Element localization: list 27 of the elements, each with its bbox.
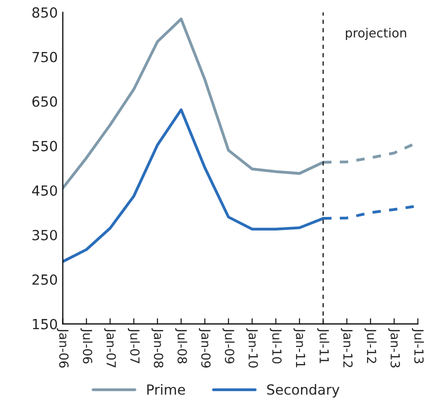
x-tick-label: Jul-13 [412,328,424,364]
x-tick-label: Jul-11 [317,328,330,364]
x-tick-label: Jan-11 [294,328,306,368]
y-tick-label: 650 [32,96,57,107]
y-tick-label: 450 [32,185,57,196]
x-tick-label: Jan-12 [340,328,353,368]
legend-label: Secondary [267,384,340,398]
x-tick-label: Jul-07 [128,328,140,364]
x-tick-label: Jul-10 [270,328,282,364]
y-tick-label: 350 [32,230,57,240]
x-tick-label: Jan-09 [198,328,211,368]
x-tick-label: Jan-06 [56,328,69,368]
y-tick-label: 550 [32,140,57,152]
x-tick-label: Jan-07 [104,328,116,368]
annotation: projection [346,28,406,40]
x-tick-label: Jul-06 [80,328,93,364]
x-tick-label: Jul-09 [222,328,235,364]
x-tick-label: Jan-13 [388,328,400,368]
y-tick-label: 850 [32,7,57,18]
x-tick-label: Jul-08 [175,328,188,364]
y-tick-label: 250 [32,274,57,285]
x-tick-label: Jan-10 [246,328,258,368]
y-tick-label: 750 [32,52,57,62]
x-tick-label: Jul-12 [364,328,377,364]
y-tick-label: 150 [32,318,57,330]
x-tick-label: Jan-08 [152,328,164,368]
legend-label: Prime [147,384,185,395]
